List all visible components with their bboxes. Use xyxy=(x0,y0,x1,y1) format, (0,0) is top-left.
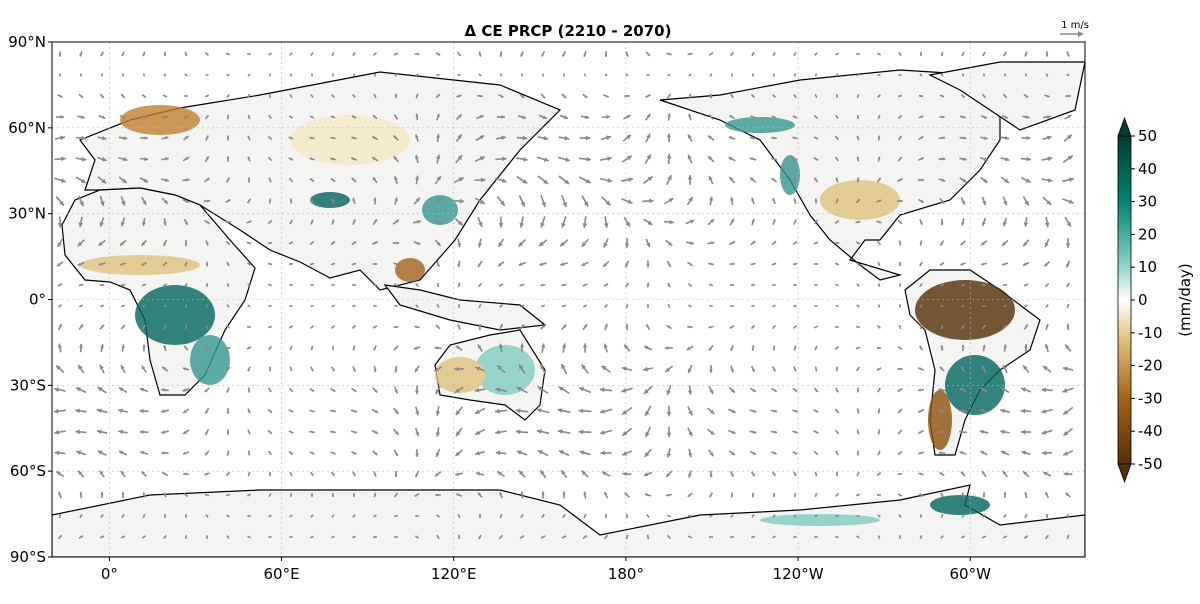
lat-tick-label: 90°N xyxy=(8,33,46,51)
anomaly-patch xyxy=(80,255,200,275)
lon-tick-label: 120°E xyxy=(431,565,477,583)
colorbar-tick-label: 10 xyxy=(1138,258,1157,276)
colorbar-tick-label: 40 xyxy=(1138,160,1157,178)
map-title: Δ CE PRCP (2210 - 2070) xyxy=(465,22,672,40)
anomaly-patch xyxy=(310,192,350,208)
anomaly-patch xyxy=(395,258,425,282)
quiver-key-label: 1 m/s xyxy=(1061,20,1089,31)
colorbar-tick-label: 20 xyxy=(1138,225,1157,243)
anomaly-patch xyxy=(725,117,795,133)
anomaly-patch xyxy=(135,285,215,345)
colorbar-tick-label: -10 xyxy=(1138,324,1163,342)
lat-tick-label: 90°S xyxy=(10,548,46,566)
colorbar-tick-label: 50 xyxy=(1138,127,1157,145)
lat-tick-label: 0° xyxy=(29,291,46,309)
colorbar-tick-label: -20 xyxy=(1138,357,1163,375)
colorbar-tick-label: -30 xyxy=(1138,389,1163,407)
anomaly-patch xyxy=(190,335,230,385)
map-plot xyxy=(52,42,1085,557)
lon-tick-label: 120°W xyxy=(773,565,824,583)
colorbar-body xyxy=(1118,136,1131,464)
anomaly-patch xyxy=(930,495,990,515)
anomaly-patch xyxy=(945,355,1005,415)
lon-tick-label: 180° xyxy=(608,565,644,583)
quiver-key: 1 m/s xyxy=(1060,20,1089,37)
quiver-key-head xyxy=(1078,31,1084,37)
colorbar-tick-label: 30 xyxy=(1138,193,1157,211)
anomaly-patch xyxy=(435,357,485,393)
colorbar-tick-label: -40 xyxy=(1138,422,1163,440)
colorbar-extend-top xyxy=(1118,118,1131,136)
anomaly-patch xyxy=(780,155,800,195)
anomaly-patch xyxy=(120,105,200,135)
colorbar-tick-label: -50 xyxy=(1138,455,1163,473)
lat-tick-label: 60°N xyxy=(8,119,46,137)
lat-tick-label: 30°N xyxy=(8,205,46,223)
anomaly-patch xyxy=(290,115,410,165)
lon-tick-label: 0° xyxy=(101,565,118,583)
anomaly-patch xyxy=(915,280,1015,340)
colorbar: (mm/day) 50 40 30 20 10 0 -10 -20 -30 -40 -50 xyxy=(1118,118,1194,482)
colorbar-tick-label: 0 xyxy=(1138,291,1148,309)
anomaly-patch xyxy=(928,390,952,450)
lat-tick-label: 30°S xyxy=(10,376,46,394)
lon-tick-label: 60°W xyxy=(950,565,992,583)
lon-tick-label: 60°E xyxy=(264,565,300,583)
anomaly-patch xyxy=(760,514,880,526)
colorbar-extend-bottom xyxy=(1118,464,1131,482)
lat-tick-label: 60°S xyxy=(10,462,46,480)
colorbar-label: (mm/day) xyxy=(1176,263,1194,337)
